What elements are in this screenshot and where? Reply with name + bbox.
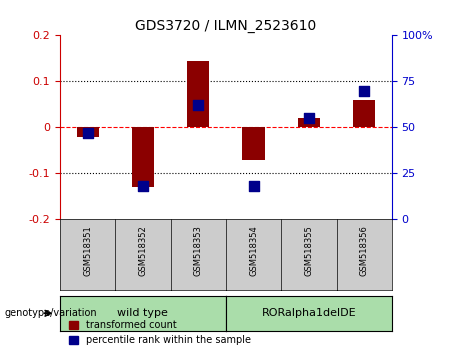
Point: [195, 103, 202, 108]
Bar: [132, 127, 154, 187]
Point: [305, 115, 313, 121]
Text: wild type: wild type: [118, 308, 168, 318]
Text: GSM518351: GSM518351: [83, 225, 92, 276]
Bar: [298, 118, 320, 127]
Text: GSM518355: GSM518355: [304, 225, 313, 276]
Text: GSM518356: GSM518356: [360, 225, 369, 276]
Point: [361, 88, 368, 93]
Text: GSM518352: GSM518352: [138, 225, 148, 276]
Bar: [187, 61, 209, 127]
Text: genotype/variation: genotype/variation: [5, 308, 97, 318]
Bar: [353, 100, 375, 127]
Point: [84, 130, 91, 136]
Text: GSM518353: GSM518353: [194, 225, 203, 276]
Legend: transformed count, percentile rank within the sample: transformed count, percentile rank withi…: [65, 316, 255, 349]
Text: GSM518354: GSM518354: [249, 225, 258, 276]
Text: RORalpha1delDE: RORalpha1delDE: [261, 308, 356, 318]
Point: [250, 183, 257, 189]
Bar: [77, 127, 99, 137]
Point: [139, 183, 147, 189]
Bar: [242, 127, 265, 160]
Title: GDS3720 / ILMN_2523610: GDS3720 / ILMN_2523610: [135, 19, 317, 33]
